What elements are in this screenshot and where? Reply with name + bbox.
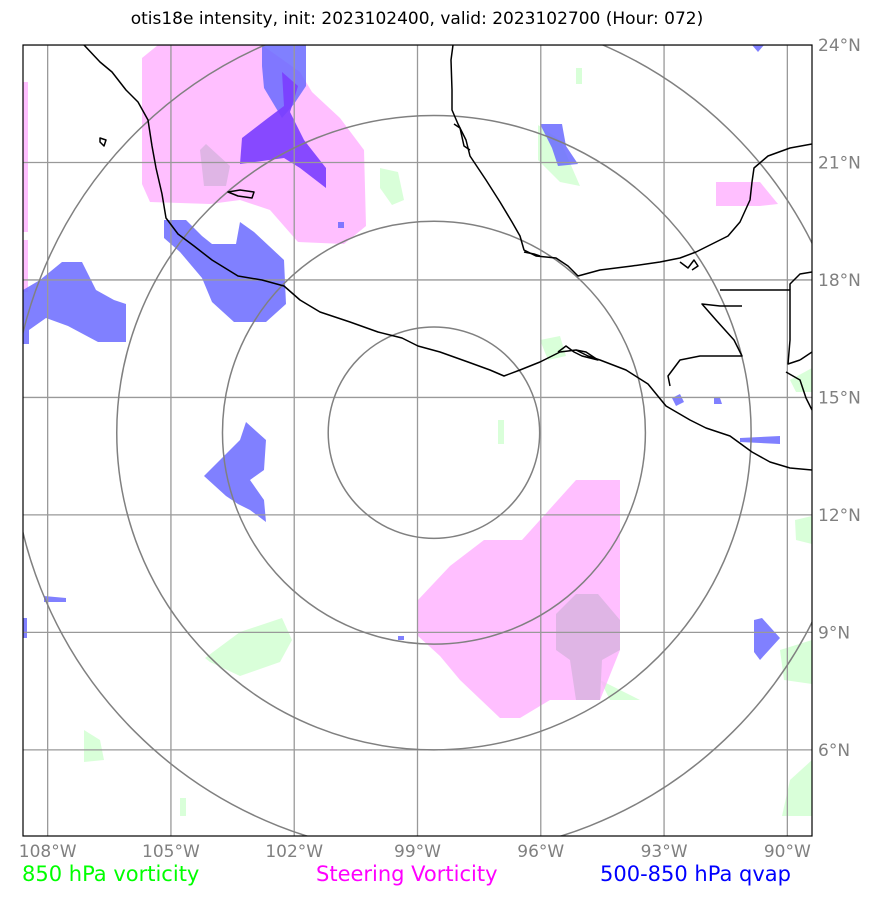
longitude-tick-labels: 108°W 105°W 102°W 99°W 96°W 93°W 90°W	[19, 842, 811, 862]
lat-tick-label: 15°N	[818, 388, 861, 408]
legend-850-vorticity: 850 hPa vorticity	[22, 862, 200, 886]
lon-tick-label: 90°W	[764, 842, 811, 862]
lon-tick-label: 96°W	[517, 842, 564, 862]
lat-tick-label: 18°N	[818, 271, 861, 291]
gridlines	[23, 45, 812, 836]
legend-qvap: 500-850 hPa qvap	[600, 862, 791, 886]
lon-tick-label: 99°W	[394, 842, 441, 862]
range-ring-0	[327, 326, 541, 540]
plot-frame	[22, 44, 813, 837]
coastlines	[83, 45, 812, 471]
lon-tick-label: 93°W	[641, 842, 688, 862]
lon-tick-label: 108°W	[19, 842, 77, 862]
lat-tick-label: 21°N	[818, 153, 861, 173]
range-rings	[23, 45, 812, 836]
overlap-fields	[200, 144, 620, 700]
vorticity-850-fields	[84, 68, 812, 816]
map-title: otis18e intensity, init: 2023102400, val…	[130, 9, 704, 29]
qvap-dark-field	[240, 72, 326, 188]
range-ring-1	[221, 220, 647, 645]
lat-tick-label: 9°N	[818, 623, 850, 643]
lat-tick-label: 24°N	[818, 36, 861, 56]
range-ring-2	[116, 114, 752, 751]
lon-tick-label: 105°W	[142, 842, 200, 862]
lon-tick-label: 102°W	[265, 842, 323, 862]
lat-tick-label: 12°N	[818, 506, 861, 526]
lat-tick-label: 6°N	[818, 741, 850, 761]
legend-steering-vorticity: Steering Vorticity	[316, 862, 498, 886]
latitude-tick-labels: 24°N 21°N 18°N 15°N 12°N 9°N 6°N	[818, 36, 861, 761]
